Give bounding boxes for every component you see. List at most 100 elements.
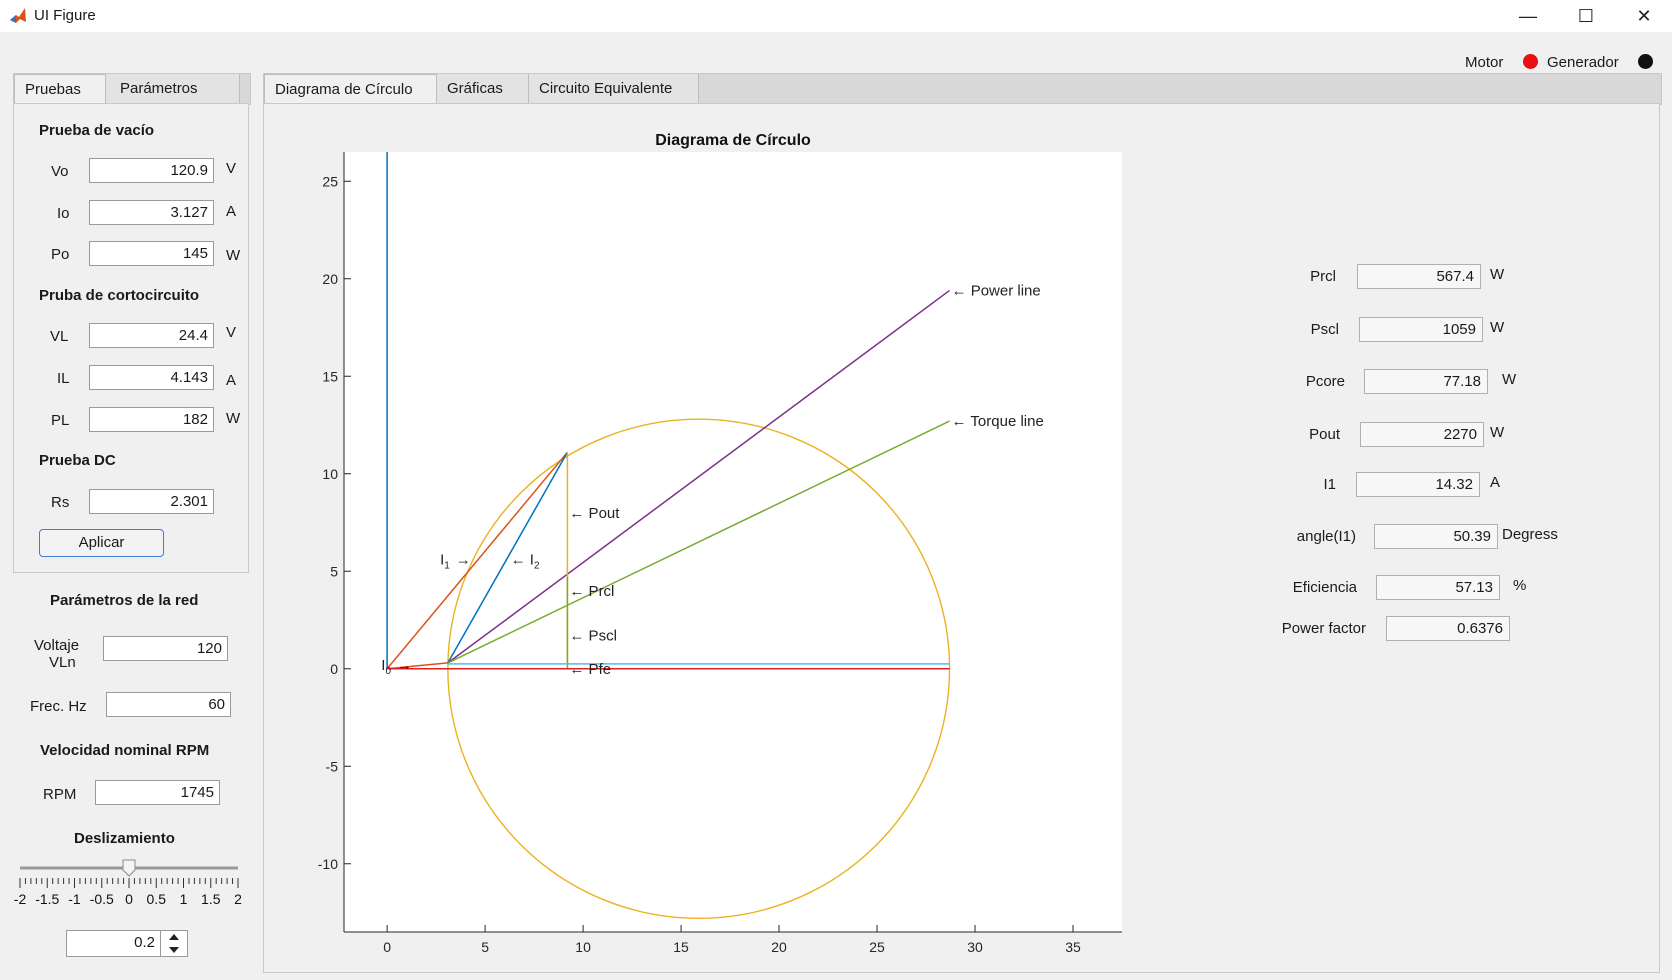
vo-field[interactable]: 120.9 (89, 158, 214, 183)
io-label: Io (57, 205, 70, 222)
tab-graficas[interactable]: Gráficas (437, 74, 529, 104)
vacio-title: Prueba de vacío (39, 122, 155, 139)
tab-diagrama-circulo[interactable]: Diagrama de Círculo (264, 74, 437, 106)
spinner-field[interactable]: 0.2 (66, 930, 161, 957)
annotation-label: ← Pscl (569, 628, 617, 645)
spinner-down-icon[interactable] (161, 944, 187, 956)
rs-field[interactable]: 2.301 (89, 489, 214, 514)
y-tick-label: 5 (330, 563, 338, 579)
dc-title: Prueba DC (39, 452, 116, 469)
y-tick-label: 15 (322, 368, 338, 384)
slider-thumb[interactable] (122, 859, 136, 877)
io-field[interactable]: 3.127 (89, 200, 214, 225)
pl-unit: W (226, 410, 241, 427)
angle-i1-field[interactable]: 50.39 (1374, 524, 1498, 549)
series-line-4 (447, 420, 950, 664)
y-tick-label: -10 (318, 856, 338, 872)
spinner-up-icon[interactable] (161, 931, 187, 943)
voltaje-field[interactable]: 120 (103, 636, 228, 661)
red-title: Parámetros de la red (50, 592, 199, 609)
series-line-2 (447, 451, 569, 664)
spinner-buttons (161, 930, 188, 957)
frec-field[interactable]: 60 (106, 692, 231, 717)
il-field[interactable]: 4.143 (89, 365, 214, 390)
tab-pruebas[interactable]: Pruebas (14, 74, 106, 106)
frec-label: Frec. Hz (30, 698, 87, 715)
vln-label: VLn (49, 654, 76, 671)
motor-lamp (1523, 54, 1538, 69)
motor-label: Motor (1465, 54, 1504, 71)
prcl-label: Prcl (1310, 268, 1336, 285)
y-tick-label: 25 (322, 173, 338, 189)
slider-tick-label: 0.5 (147, 891, 167, 907)
prcl-unit: W (1490, 266, 1505, 283)
slider-tick-label: 0 (125, 891, 133, 907)
slider-tick-label: -1 (68, 891, 81, 907)
slider-tick-label: -2 (14, 891, 26, 907)
series-line-1 (386, 451, 568, 670)
pl-field[interactable]: 182 (89, 407, 214, 432)
velocidad-title: Velocidad nominal RPM (40, 742, 210, 759)
annotation-label: ← I2 (511, 552, 540, 572)
eficiencia-label: Eficiencia (1292, 579, 1357, 596)
deslizamiento-slider[interactable]: -2 -1.5 -1 -0.5 0 0.5 1 1.5 2 (14, 856, 254, 916)
x-tick-label: 10 (575, 939, 591, 955)
generador-lamp (1638, 54, 1653, 69)
slider-tick-label: 1.5 (201, 891, 221, 907)
pout-field[interactable]: 2270 (1360, 422, 1484, 447)
matlab-icon (8, 6, 28, 26)
annotation-label: ← Pout (569, 505, 620, 522)
chart-title: Diagrama de Círculo (655, 132, 811, 149)
power-factor-label: Power factor (1281, 620, 1366, 637)
vl-label: VL (50, 328, 69, 345)
rs-label: Rs (51, 494, 70, 511)
angle-i1-label: angle(I1) (1296, 528, 1356, 545)
voltaje-label: Voltaje (34, 637, 80, 654)
tab-parametros[interactable]: Parámetros (106, 74, 240, 104)
prcl-field[interactable]: 567.4 (1357, 264, 1481, 289)
x-tick-label: 20 (771, 939, 787, 955)
eficiencia-unit: % (1513, 577, 1527, 594)
slider-tick-label: 1 (180, 891, 188, 907)
series-line-8 (387, 662, 448, 670)
left-tab-strip: Pruebas Parámetros (13, 73, 251, 106)
x-tick-label: 15 (673, 939, 689, 955)
il-label: IL (57, 370, 70, 387)
slider-tick-label: -0.5 (90, 891, 114, 907)
rpm-field[interactable]: 1745 (95, 780, 220, 805)
close-button[interactable]: ✕ (1636, 5, 1652, 26)
annotation-label: ← Prcl (569, 583, 614, 600)
main-tab-strip: Diagrama de Círculo Gráficas Circuito Eq… (263, 73, 1662, 106)
pscl-field[interactable]: 1059 (1359, 317, 1483, 342)
x-tick-label: 5 (481, 939, 489, 955)
rpm-label: RPM (43, 786, 77, 803)
vl-field[interactable]: 24.4 (89, 323, 214, 348)
series-line-3 (447, 289, 950, 664)
pscl-unit: W (1490, 319, 1505, 336)
po-unit: W (226, 247, 241, 264)
corto-title: Pruba de cortocircuito (39, 287, 200, 304)
pl-label: PL (51, 412, 70, 429)
window-title: UI Figure (34, 7, 96, 24)
vo-label: Vo (51, 163, 69, 180)
i1-unit: A (1490, 474, 1501, 491)
minimize-button[interactable]: — (1519, 5, 1537, 26)
slider-tick-label: 2 (234, 891, 242, 907)
po-field[interactable]: 145 (89, 241, 214, 266)
pcore-unit: W (1502, 371, 1517, 388)
x-tick-label: 25 (869, 939, 885, 955)
slider-ticks: -2 -1.5 -1 -0.5 0 0.5 1 1.5 2 (14, 878, 242, 907)
pcore-field[interactable]: 77.18 (1364, 369, 1488, 394)
vl-unit: V (226, 324, 237, 341)
i1-field[interactable]: 14.32 (1356, 472, 1480, 497)
pout-label: Pout (1309, 426, 1340, 443)
aplicar-button[interactable]: Aplicar (39, 529, 164, 557)
eficiencia-field[interactable]: 57.13 (1376, 575, 1500, 600)
vo-unit: V (226, 160, 237, 177)
maximize-button[interactable]: ☐ (1577, 5, 1595, 26)
power-factor-field[interactable]: 0.6376 (1386, 616, 1510, 641)
y-tick-label: 10 (322, 466, 338, 482)
y-tick-label: 20 (322, 271, 338, 287)
tab-circuito-equivalente[interactable]: Circuito Equivalente (529, 74, 699, 104)
annotation-label: ← Power line (952, 282, 1041, 299)
